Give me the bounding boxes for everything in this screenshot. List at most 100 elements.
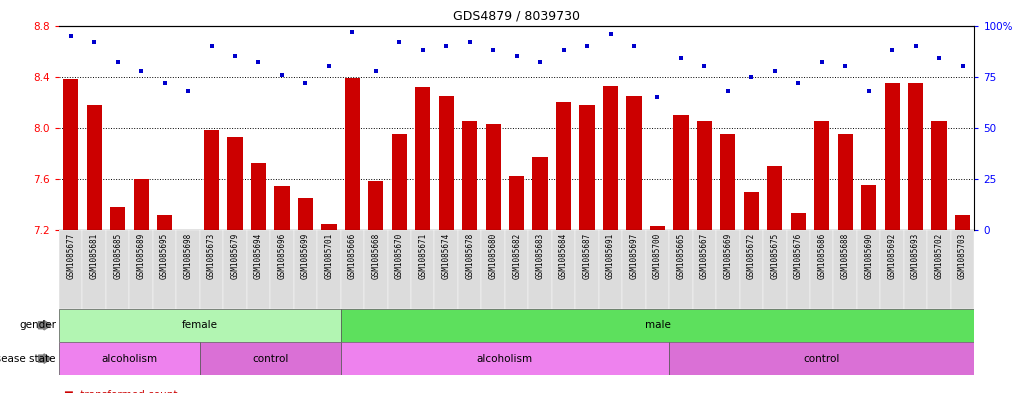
Bar bbox=[786, 230, 810, 309]
Bar bbox=[720, 134, 735, 230]
Bar bbox=[815, 121, 830, 230]
Point bbox=[579, 43, 595, 49]
Bar bbox=[622, 230, 646, 309]
Text: GSM1085668: GSM1085668 bbox=[371, 232, 380, 279]
Text: GSM1085697: GSM1085697 bbox=[630, 232, 639, 279]
Point bbox=[227, 53, 243, 59]
Bar bbox=[838, 134, 853, 230]
Bar bbox=[133, 179, 148, 230]
Point bbox=[133, 67, 149, 73]
Bar bbox=[251, 163, 266, 230]
Bar bbox=[247, 230, 271, 309]
Text: GSM1085688: GSM1085688 bbox=[841, 232, 850, 279]
Text: gender: gender bbox=[19, 320, 56, 330]
Point bbox=[203, 43, 220, 49]
Bar bbox=[63, 79, 78, 230]
Point bbox=[860, 88, 877, 94]
Bar bbox=[504, 230, 529, 309]
Point bbox=[344, 29, 360, 35]
Point bbox=[274, 72, 290, 78]
Bar bbox=[86, 105, 102, 230]
Bar bbox=[646, 230, 669, 309]
Point bbox=[297, 80, 313, 86]
Text: disease state: disease state bbox=[0, 354, 56, 364]
Point bbox=[555, 47, 572, 53]
Text: GSM1085695: GSM1085695 bbox=[160, 232, 169, 279]
Text: GSM1085680: GSM1085680 bbox=[488, 232, 497, 279]
Text: ■  transformed count: ■ transformed count bbox=[64, 390, 178, 393]
Text: GSM1085696: GSM1085696 bbox=[278, 232, 287, 279]
Bar bbox=[298, 198, 313, 230]
Point bbox=[320, 63, 337, 70]
Text: GSM1085681: GSM1085681 bbox=[89, 232, 99, 279]
Point bbox=[697, 63, 713, 70]
Text: GSM1085683: GSM1085683 bbox=[536, 232, 545, 279]
Bar bbox=[341, 230, 364, 309]
Bar bbox=[603, 86, 618, 230]
Bar bbox=[458, 230, 481, 309]
Point bbox=[884, 47, 900, 53]
Bar bbox=[411, 230, 434, 309]
Bar bbox=[763, 230, 786, 309]
Bar bbox=[203, 130, 220, 230]
Text: GSM1085670: GSM1085670 bbox=[395, 232, 404, 279]
Bar bbox=[650, 226, 665, 230]
Text: GSM1085684: GSM1085684 bbox=[559, 232, 569, 279]
Text: GSM1085692: GSM1085692 bbox=[888, 232, 897, 279]
Point bbox=[907, 43, 923, 49]
Bar bbox=[387, 230, 411, 309]
Point bbox=[954, 63, 970, 70]
Point bbox=[649, 94, 665, 100]
Bar bbox=[928, 230, 951, 309]
Text: GSM1085698: GSM1085698 bbox=[183, 232, 192, 279]
Bar bbox=[275, 186, 290, 230]
FancyArrow shape bbox=[39, 321, 51, 330]
Bar bbox=[834, 230, 857, 309]
Bar bbox=[199, 342, 341, 375]
Text: GSM1085667: GSM1085667 bbox=[700, 232, 709, 279]
Text: GSM1085682: GSM1085682 bbox=[513, 232, 521, 279]
Text: GSM1085691: GSM1085691 bbox=[606, 232, 615, 279]
Text: GSM1085685: GSM1085685 bbox=[113, 232, 122, 279]
Point bbox=[438, 43, 455, 49]
Text: GSM1085693: GSM1085693 bbox=[911, 232, 920, 279]
Text: GSM1085671: GSM1085671 bbox=[418, 232, 427, 279]
FancyArrow shape bbox=[39, 354, 51, 363]
Text: GSM1085676: GSM1085676 bbox=[793, 232, 802, 279]
Point bbox=[250, 59, 266, 66]
Bar bbox=[580, 105, 595, 230]
Bar bbox=[529, 230, 552, 309]
Bar bbox=[932, 121, 947, 230]
Bar bbox=[481, 230, 504, 309]
Bar bbox=[59, 309, 341, 342]
Text: GSM1085686: GSM1085686 bbox=[818, 232, 826, 279]
Text: GSM1085689: GSM1085689 bbox=[136, 232, 145, 279]
Bar bbox=[673, 115, 689, 230]
Text: control: control bbox=[252, 354, 289, 364]
Text: GSM1085669: GSM1085669 bbox=[723, 232, 732, 279]
Point bbox=[415, 47, 431, 53]
Bar bbox=[552, 230, 576, 309]
Bar bbox=[321, 224, 337, 230]
Bar bbox=[106, 230, 129, 309]
Text: male: male bbox=[645, 320, 670, 330]
Bar bbox=[533, 157, 548, 230]
Text: alcoholism: alcoholism bbox=[102, 354, 158, 364]
Bar bbox=[438, 96, 454, 230]
Bar bbox=[885, 83, 900, 230]
Bar bbox=[110, 207, 125, 230]
Text: GSM1085678: GSM1085678 bbox=[465, 232, 474, 279]
Point bbox=[625, 43, 642, 49]
Bar bbox=[767, 166, 782, 230]
Point bbox=[110, 59, 126, 66]
Bar bbox=[599, 230, 622, 309]
Bar bbox=[881, 230, 904, 309]
Bar bbox=[951, 230, 974, 309]
Point bbox=[485, 47, 501, 53]
Point bbox=[790, 80, 806, 86]
Bar bbox=[485, 124, 500, 230]
Bar bbox=[59, 230, 82, 309]
Text: GSM1085702: GSM1085702 bbox=[935, 232, 944, 279]
Bar bbox=[556, 102, 572, 230]
Bar bbox=[228, 137, 243, 230]
